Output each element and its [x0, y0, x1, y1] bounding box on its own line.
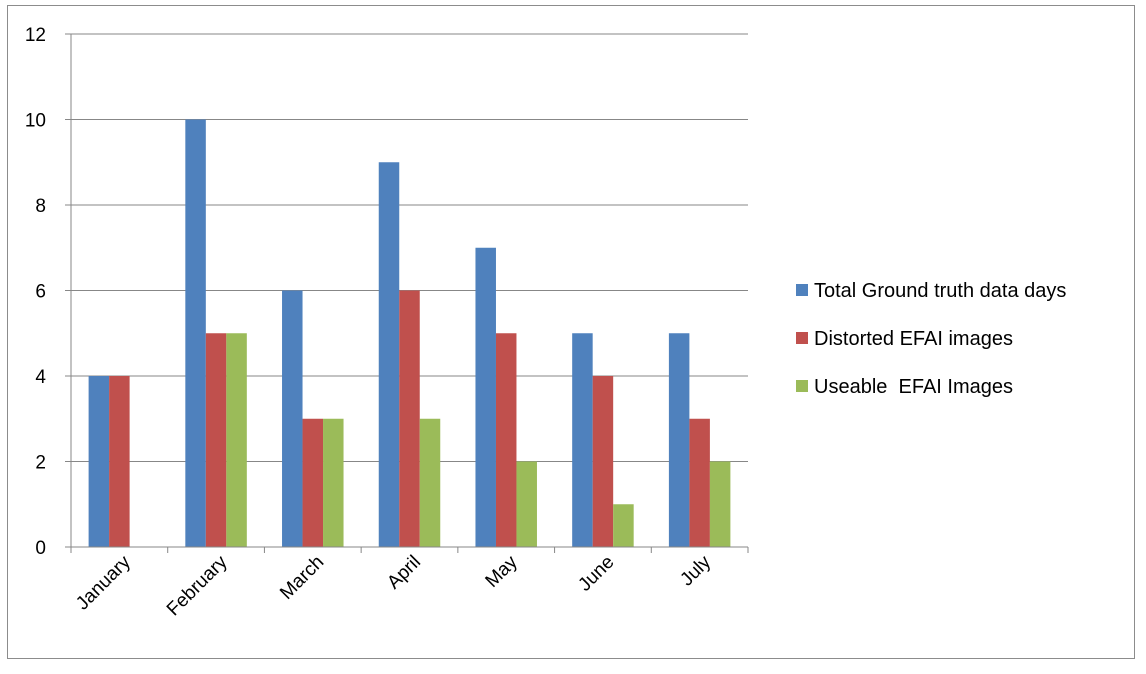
bar-1-may — [475, 247, 496, 547]
x-tick-label-february: February — [163, 551, 232, 620]
bar-1-june — [572, 333, 593, 547]
x-tick-label-january: January — [72, 551, 135, 614]
bar-2-march — [302, 418, 324, 547]
y-tick-label: 4 — [35, 367, 46, 388]
legend-swatch-2 — [796, 332, 808, 344]
bar-2-june — [592, 376, 614, 547]
bar-2-january — [109, 376, 130, 547]
x-tick-label-may: May — [482, 551, 523, 592]
x-tick-label-july: July — [676, 551, 715, 590]
bar-1-february — [185, 119, 206, 547]
legend-label-1: Total Ground truth data days — [814, 280, 1066, 302]
bar-2-july — [689, 418, 710, 547]
bar-2-may — [495, 333, 517, 547]
y-tick-label: 10 — [25, 111, 46, 132]
legend-label-3: Useable EFAI Images — [814, 376, 1013, 398]
legend-swatch-1 — [796, 284, 808, 296]
legend-swatch-3 — [796, 380, 808, 392]
x-tick-label-april: April — [383, 552, 425, 594]
y-tick-label: 8 — [35, 196, 46, 217]
bar-1-april — [378, 162, 400, 547]
bar-2-april — [399, 290, 420, 547]
bar-1-july — [668, 333, 690, 547]
y-tick-label: 12 — [25, 25, 46, 46]
bar-3-june — [613, 504, 634, 547]
y-tick-label: 0 — [35, 538, 46, 559]
y-tick-label: 2 — [35, 453, 46, 474]
axes — [65, 33, 749, 553]
bar-2-february — [205, 333, 227, 547]
bar-3-march — [323, 418, 344, 547]
legend-label-2: Distorted EFAI images — [814, 328, 1013, 350]
bar-3-april — [419, 418, 441, 547]
y-tick-label: 6 — [35, 282, 46, 303]
legend: Total Ground truth data days Distorted EF… — [796, 280, 1066, 398]
y-tick-labels: 0 2 4 6 8 10 12 — [25, 25, 47, 559]
bar-1-january — [88, 376, 110, 547]
x-tick-labels: January February March April May June July — [72, 551, 715, 620]
bar-3-may — [516, 461, 537, 547]
bar-1-march — [282, 290, 303, 547]
bar-3-february — [226, 333, 247, 547]
bars — [88, 119, 731, 547]
x-tick-label-march: March — [276, 552, 328, 604]
bar-3-july — [709, 461, 731, 547]
x-tick-label-june: June — [574, 552, 618, 596]
gridlines — [71, 33, 748, 462]
